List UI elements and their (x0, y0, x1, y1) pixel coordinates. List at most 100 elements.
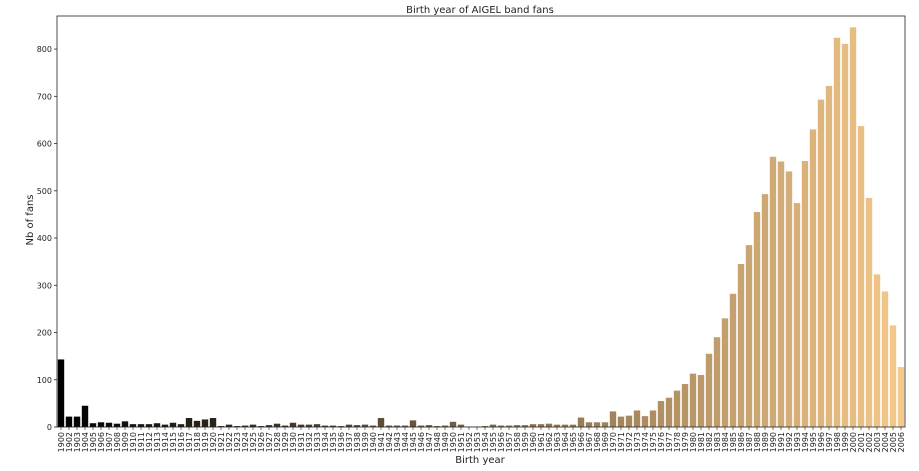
x-tick-label: 1956 (497, 432, 506, 452)
x-tick-label: 1949 (441, 432, 450, 452)
x-tick-label: 1909 (121, 432, 130, 452)
x-tick-label: 1963 (553, 432, 562, 452)
bar-1996 (817, 99, 825, 428)
x-tick-label: 1975 (649, 432, 658, 452)
bar-1991 (777, 161, 785, 427)
x-tick-label: 1934 (321, 432, 330, 452)
bar-1915 (169, 422, 177, 427)
bar-1921 (217, 426, 225, 427)
x-tick-label: 1914 (161, 432, 170, 452)
bar-1969 (601, 422, 609, 427)
x-tick-label: 1962 (545, 432, 554, 452)
x-tick-label: 1919 (201, 432, 210, 452)
x-tick-label: 1978 (673, 432, 682, 452)
bar-1973 (633, 410, 641, 427)
bar-1965 (569, 424, 577, 427)
bar-1946 (417, 425, 425, 427)
bar-1943 (393, 425, 401, 427)
x-tick-label: 1951 (457, 432, 466, 452)
bar-1934 (321, 425, 329, 427)
x-tick-label: 2002 (865, 432, 874, 452)
x-tick-label: 1981 (697, 432, 706, 452)
y-tick-label: 0 (47, 423, 52, 432)
bar-1924 (241, 425, 249, 427)
bar-1938 (353, 425, 361, 427)
bar-1920 (209, 418, 217, 427)
x-tick-label: 2003 (873, 432, 882, 452)
bar-1912 (145, 424, 153, 427)
bar-1990 (769, 156, 777, 427)
x-tick-label: 1915 (169, 432, 178, 452)
bar-1980 (689, 373, 697, 427)
x-tick-label: 1933 (313, 432, 322, 452)
bar-1933 (313, 424, 321, 427)
y-tick-label: 300 (37, 281, 52, 290)
x-tick-label: 1924 (241, 432, 250, 452)
bar-1905 (89, 423, 97, 427)
bar-1963 (553, 424, 561, 427)
x-tick-label: 1945 (409, 432, 418, 452)
x-tick-label: 1959 (521, 432, 530, 452)
bar-1932 (305, 424, 313, 427)
x-tick-label: 1900 (57, 432, 66, 452)
x-tick-label: 1920 (209, 432, 218, 452)
bar-1927 (265, 425, 273, 427)
bar-1900 (57, 359, 65, 427)
x-tick-label: 1990 (769, 432, 778, 452)
x-tick-label: 1983 (713, 432, 722, 452)
x-tick-label: 1972 (625, 432, 634, 452)
bar-1937 (345, 424, 353, 427)
x-tick-label: 1904 (81, 432, 90, 452)
bar-1957 (505, 425, 513, 427)
x-tick-label: 1967 (585, 432, 594, 452)
bar-1908 (113, 423, 121, 427)
bar-1939 (361, 424, 369, 427)
bar-1951 (457, 424, 465, 427)
bar-1902 (65, 416, 73, 427)
x-tick-label: 1928 (273, 432, 282, 452)
bar-1935 (329, 425, 337, 427)
x-tick-label: 1952 (465, 432, 474, 452)
x-tick-label: 1925 (249, 432, 258, 452)
bar-1926 (257, 426, 265, 427)
x-tick-label: 1984 (721, 432, 730, 452)
bar-1911 (137, 424, 145, 427)
bar-1903 (73, 416, 81, 427)
x-tick-label: 1946 (417, 432, 426, 452)
bar-2005 (889, 325, 897, 427)
bar-1928 (273, 423, 281, 427)
x-tick-label: 1936 (337, 432, 346, 452)
x-tick-label: 1927 (265, 432, 274, 452)
x-tick-label: 1902 (65, 432, 74, 452)
bar-1999 (841, 43, 849, 428)
bar-1997 (825, 85, 833, 428)
bar-1914 (161, 424, 169, 427)
x-tick-label: 1912 (145, 432, 154, 452)
bar-1992 (785, 171, 793, 427)
x-tick-label: 1996 (817, 432, 826, 452)
chart-title: Birth year of AIGEL band fans (406, 5, 554, 16)
x-tick-label: 1974 (641, 432, 650, 452)
x-tick-label: 1947 (425, 432, 434, 452)
x-tick-label: 1911 (137, 432, 146, 452)
y-tick-label: 600 (37, 140, 52, 149)
x-tick-label: 1926 (257, 432, 266, 452)
bar-1955 (489, 424, 497, 427)
x-axis-title: Birth year (455, 455, 505, 466)
x-tick-label: 1970 (609, 432, 618, 452)
x-tick-label: 1997 (825, 432, 834, 452)
bar-1960 (529, 424, 537, 427)
bar-1972 (625, 415, 633, 427)
x-tick-label: 1943 (393, 432, 402, 452)
bar-1989 (761, 194, 769, 427)
x-tick-label: 1953 (473, 432, 482, 452)
x-tick-label: 1991 (777, 432, 786, 452)
bar-1904 (81, 405, 89, 427)
bar-1961 (537, 424, 545, 427)
x-tick-label: 1960 (529, 432, 538, 452)
bar-1964 (561, 424, 569, 427)
x-tick-label: 1969 (601, 432, 610, 452)
x-tick-label: 1939 (361, 432, 370, 452)
y-tick-label: 200 (37, 329, 52, 338)
